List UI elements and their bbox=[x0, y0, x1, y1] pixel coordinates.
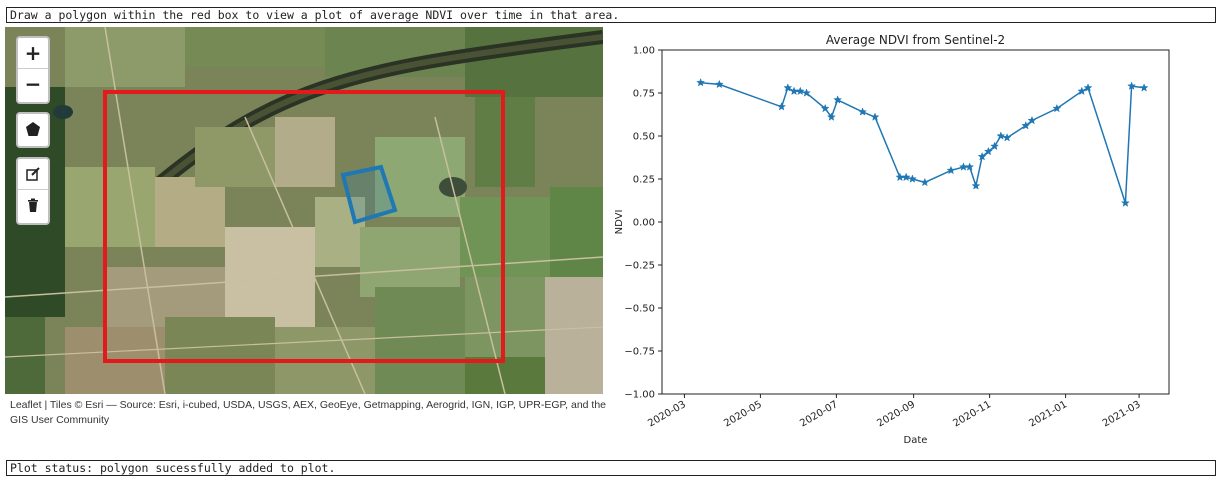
data-point bbox=[1077, 86, 1087, 96]
data-point bbox=[714, 79, 724, 89]
delete-layers-button[interactable] bbox=[18, 189, 48, 220]
drawn-polygon[interactable] bbox=[340, 164, 398, 225]
data-point bbox=[1021, 120, 1031, 130]
data-point bbox=[907, 174, 917, 183]
data-point bbox=[1083, 83, 1093, 92]
data-point bbox=[971, 181, 981, 190]
zoom-in-button[interactable]: + bbox=[24, 41, 42, 65]
data-point bbox=[996, 131, 1006, 140]
pentagon-icon bbox=[26, 122, 40, 136]
ndvi-chart: Average NDVI from Sentinel-2 1.00 0.75 0.5… bbox=[614, 33, 1170, 446]
data-point bbox=[946, 165, 956, 175]
data-point bbox=[777, 102, 787, 111]
data-point bbox=[696, 77, 706, 87]
data-point bbox=[795, 86, 805, 96]
data-point bbox=[833, 95, 843, 104]
data-point bbox=[983, 146, 993, 156]
y-axis-label: NDVI bbox=[614, 210, 625, 235]
attribution-text: | Tiles © Esri — Source: Esri, i-cubed, … bbox=[10, 399, 607, 426]
data-point bbox=[1002, 133, 1012, 142]
plot-status-text: Plot status: polygon sucessfully added t… bbox=[6, 460, 1216, 476]
zoom-control: + − bbox=[16, 36, 50, 104]
data-point bbox=[990, 141, 1000, 151]
data-point bbox=[901, 172, 911, 182]
ndvi-series-line bbox=[700, 81, 1145, 204]
leaflet-link[interactable]: Leaflet bbox=[10, 399, 42, 411]
y-tick-label: −1.00 bbox=[624, 390, 655, 401]
chart-title: Average NDVI from Sentinel-2 bbox=[826, 33, 1005, 47]
y-tick-label: 0.00 bbox=[633, 218, 655, 229]
data-point bbox=[802, 88, 811, 97]
x-tick-label: 2020-05 bbox=[722, 399, 764, 429]
edit-toolbar bbox=[16, 157, 50, 225]
y-tick-label: −0.50 bbox=[624, 304, 655, 315]
y-tick-label: −0.75 bbox=[624, 347, 655, 358]
data-point bbox=[1139, 83, 1149, 92]
data-point bbox=[977, 151, 987, 161]
data-point bbox=[783, 83, 793, 92]
satellite-map[interactable]: + − bbox=[5, 27, 603, 394]
x-tick-label: 2020-09 bbox=[875, 399, 917, 429]
data-point bbox=[1127, 81, 1137, 90]
data-point bbox=[920, 177, 930, 187]
trash-icon bbox=[28, 198, 38, 212]
draw-polygon-button[interactable] bbox=[18, 114, 48, 144]
data-point bbox=[1120, 198, 1130, 207]
x-tick-label: 2020-07 bbox=[798, 399, 840, 429]
data-point bbox=[958, 162, 968, 171]
x-tick-label: 2020-11 bbox=[951, 399, 993, 429]
data-point bbox=[895, 172, 905, 182]
x-tick-label: 2021-03 bbox=[1101, 399, 1143, 429]
data-point bbox=[870, 112, 880, 121]
x-tick-label: 2021-01 bbox=[1027, 399, 1069, 429]
bounds-rectangle bbox=[103, 90, 505, 363]
data-point bbox=[826, 112, 836, 121]
y-tick-label: −0.25 bbox=[624, 261, 655, 272]
data-point bbox=[789, 86, 799, 96]
edit-layers-button[interactable] bbox=[18, 159, 48, 189]
y-tick-label: 0.25 bbox=[633, 175, 655, 186]
data-point bbox=[1052, 103, 1062, 113]
satellite-imagery bbox=[5, 27, 603, 394]
draw-toolbar bbox=[16, 112, 50, 148]
map-attribution: Leaflet | Tiles © Esri — Source: Esri, i… bbox=[10, 398, 610, 428]
data-point bbox=[858, 107, 868, 116]
y-tick-label: 0.50 bbox=[633, 132, 655, 143]
edit-icon bbox=[26, 167, 40, 181]
zoom-out-button[interactable]: − bbox=[18, 68, 48, 99]
data-point bbox=[820, 103, 830, 113]
data-point bbox=[1027, 115, 1037, 125]
y-tick-label: 1.00 bbox=[633, 46, 655, 57]
y-tick-label: 0.75 bbox=[633, 89, 655, 100]
data-point bbox=[965, 162, 975, 171]
instructions-text: Draw a polygon within the red box to vie… bbox=[6, 7, 1216, 23]
x-tick-label: 2020-03 bbox=[646, 399, 688, 429]
x-axis-label: Date bbox=[904, 435, 928, 446]
plot-area: 1.00 0.75 0.50 0.25 0.00 −0.25 −0.50 −0.75 −1.00… bbox=[624, 46, 1170, 429]
